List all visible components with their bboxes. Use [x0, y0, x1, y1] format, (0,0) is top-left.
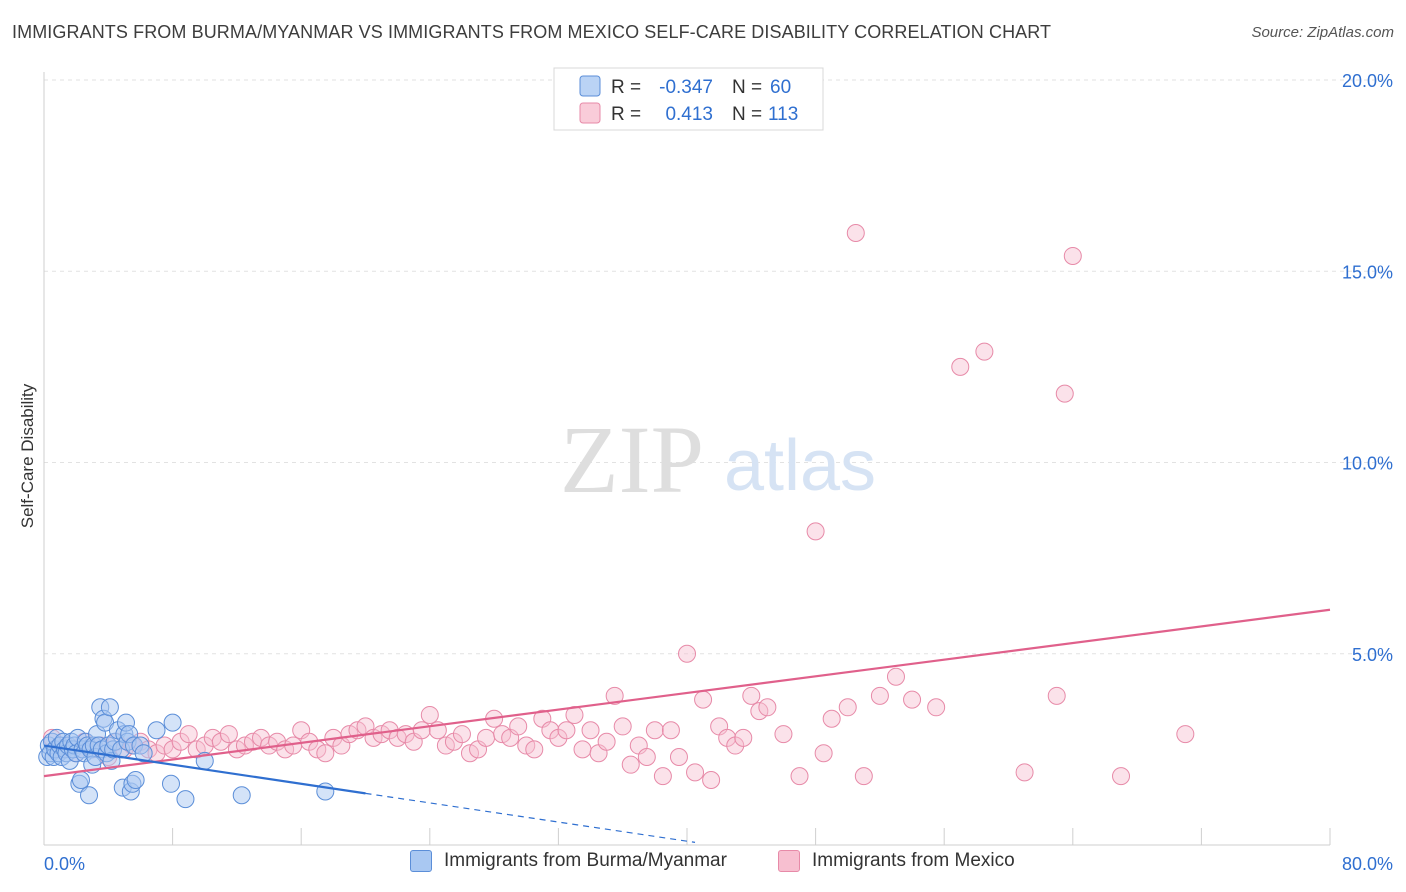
- legend-r-value-1: -0.347: [659, 77, 713, 98]
- axes: [43, 72, 1331, 846]
- point-burma: [126, 770, 145, 789]
- legend-swatch-burma: [579, 75, 601, 97]
- point-mexico: [637, 748, 656, 767]
- trend-line-burma: [43, 744, 366, 795]
- point-mexico: [854, 767, 873, 786]
- legend-n-value-1: 60: [770, 77, 791, 98]
- watermark: ZIP atlas: [560, 406, 876, 513]
- legend-r-label-1: R =: [611, 77, 641, 98]
- trend-line-mexico: [43, 608, 1331, 778]
- legend-swatch-mexico-bottom: [778, 850, 800, 872]
- legend-n-label-1: N =: [732, 77, 762, 98]
- point-mexico: [420, 705, 439, 724]
- y-tick-label: 5.0%: [1352, 645, 1393, 665]
- point-burma: [134, 744, 153, 763]
- y-tick-label: 20.0%: [1342, 71, 1393, 91]
- point-mexico: [927, 698, 946, 717]
- watermark-zip: ZIP: [560, 406, 704, 513]
- legend-item-mexico: Immigrants from Mexico: [778, 850, 1015, 872]
- x-tick-label: 80.0%: [1342, 854, 1393, 874]
- legend-box: R = -0.347 N = 60 R = 0.413 N = 113: [553, 67, 824, 131]
- point-mexico: [669, 748, 688, 767]
- point-mexico: [1055, 384, 1074, 403]
- point-burma: [80, 786, 99, 805]
- point-mexico: [806, 522, 825, 541]
- legend-swatch-mexico: [579, 102, 601, 124]
- y-axis-label: Self-Care Disability: [18, 383, 37, 528]
- point-mexico: [702, 770, 721, 789]
- point-mexico: [573, 740, 592, 759]
- point-mexico: [1112, 767, 1131, 786]
- point-mexico: [1047, 686, 1066, 705]
- point-burma: [100, 698, 119, 717]
- point-mexico: [774, 725, 793, 744]
- point-mexico: [613, 717, 632, 736]
- trend-line-burma-extension: [365, 792, 696, 843]
- point-mexico: [179, 725, 198, 744]
- point-mexico: [694, 690, 713, 709]
- y-tick-label: 15.0%: [1342, 262, 1393, 282]
- point-mexico: [621, 755, 640, 774]
- bottom-legend: Immigrants from Burma/Myanmar Immigrants…: [0, 850, 1406, 880]
- source-label: Source: ZipAtlas.com: [1251, 24, 1394, 41]
- x-tick-labels: 0.0% 80.0%: [44, 854, 1393, 874]
- point-mexico: [1015, 763, 1034, 782]
- legend-n-value-2: 113: [768, 104, 798, 125]
- point-mexico: [412, 721, 431, 740]
- point-mexico: [742, 686, 761, 705]
- point-mexico: [1063, 246, 1082, 265]
- point-mexico: [509, 717, 528, 736]
- y-tick-label: 10.0%: [1342, 454, 1393, 474]
- point-mexico: [903, 690, 922, 709]
- point-mexico: [886, 667, 905, 686]
- point-mexico: [219, 725, 238, 744]
- point-mexico: [790, 767, 809, 786]
- point-mexico: [477, 728, 496, 747]
- legend-n-label-2: N =: [732, 104, 762, 125]
- gridlines: [44, 79, 1392, 655]
- point-burma: [232, 786, 251, 805]
- y-tick-labels: 5.0% 10.0% 15.0% 20.0%: [1342, 71, 1393, 665]
- point-mexico: [645, 721, 664, 740]
- point-mexico: [316, 744, 335, 763]
- point-mexico: [951, 357, 970, 376]
- point-burma: [71, 770, 90, 789]
- point-burma: [163, 713, 182, 732]
- point-mexico: [686, 763, 705, 782]
- legend-r-label-2: R =: [611, 104, 641, 125]
- watermark-atlas: atlas: [724, 426, 876, 506]
- point-mexico: [597, 732, 616, 751]
- point-mexico: [605, 686, 624, 705]
- legend-swatch-burma-bottom: [410, 850, 432, 872]
- point-burma: [147, 721, 166, 740]
- legend-item-burma: Immigrants from Burma/Myanmar: [410, 850, 727, 872]
- point-mexico: [838, 698, 857, 717]
- point-mexico: [975, 342, 994, 361]
- x-tick-label: 0.0%: [44, 854, 85, 874]
- legend-label-burma: Immigrants from Burma/Myanmar: [444, 850, 727, 871]
- legend-r-value-2: 0.413: [665, 104, 713, 125]
- point-mexico: [734, 728, 753, 747]
- trend-lines: [43, 608, 1331, 843]
- point-mexico: [661, 721, 680, 740]
- legend-label-mexico: Immigrants from Mexico: [812, 850, 1015, 871]
- point-mexico: [557, 721, 576, 740]
- chart-title: IMMIGRANTS FROM BURMA/MYANMAR VS IMMIGRA…: [12, 22, 1052, 42]
- point-mexico: [452, 725, 471, 744]
- point-mexico: [581, 721, 600, 740]
- point-mexico: [653, 767, 672, 786]
- point-mexico: [1176, 725, 1195, 744]
- point-burma: [161, 774, 180, 793]
- point-mexico: [822, 709, 841, 728]
- point-mexico: [814, 744, 833, 763]
- point-mexico: [846, 224, 865, 242]
- point-mexico: [678, 644, 696, 663]
- point-mexico: [870, 686, 889, 705]
- point-mexico: [525, 740, 544, 759]
- point-mexico: [758, 698, 777, 717]
- point-burma: [176, 790, 195, 809]
